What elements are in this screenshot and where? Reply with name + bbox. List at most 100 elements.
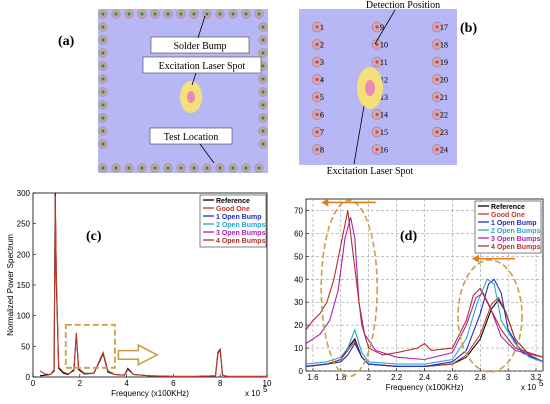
panel-a-letter: (a): [58, 34, 75, 49]
highlight-ellipse-left: [320, 199, 379, 378]
x-exponent: x 10: [245, 389, 261, 398]
solder-bump-box: [150, 36, 250, 54]
pad-label: 22: [440, 111, 448, 120]
legend-entry: 1 Open Bump: [491, 220, 537, 227]
detection-position-label: Detection Position: [366, 0, 440, 11]
legend-entry: Reference: [491, 204, 525, 211]
solder-bump-arrow: [197, 15, 206, 39]
highlight-ellipse-right: [457, 259, 523, 373]
pad-label: 20: [440, 76, 448, 85]
x-tick-label: 1.6: [307, 373, 319, 382]
pad-label: 23: [440, 128, 448, 137]
pad-label: 13: [380, 93, 388, 102]
x-tick-label: 2.4: [419, 373, 431, 382]
x-tick-label: 6: [171, 379, 176, 388]
y-tick-label: 150: [17, 281, 31, 290]
x-tick-label: 2.6: [447, 373, 459, 382]
legend-entry: 3 Open Bumps: [491, 236, 541, 243]
series-line: [306, 278, 543, 367]
y-axis-label: Normalized Power Spectrum: [6, 234, 15, 336]
laser-spot-label-a: Excitation Laser Spot: [159, 61, 246, 72]
legend-entry: 3 Open Bumps: [216, 230, 266, 237]
pad-label: 11: [380, 58, 388, 67]
y-tick-label: 30: [294, 298, 303, 307]
x-exponent: x 10: [521, 383, 537, 392]
pad-label: 18: [440, 41, 448, 50]
pad-label: 19: [440, 58, 448, 67]
pad-label: 24: [440, 146, 448, 155]
legend-entry: 4 Open Bumps: [216, 238, 266, 245]
x-axis-label: Frequency (x100KHz): [111, 389, 189, 398]
series-line: [306, 210, 543, 358]
y-tick-label: 200: [17, 250, 31, 259]
bump-ring-a: [98, 9, 268, 173]
legend-entry: 4 Open Bumps: [491, 244, 541, 251]
pad-label: 3: [320, 58, 324, 67]
legend-entry: Good One: [491, 212, 525, 219]
x-tick-label: 3.2: [530, 373, 542, 382]
pad-label: 5: [320, 93, 324, 102]
legend-entry: Good One: [216, 206, 250, 213]
y-tick-label: 0: [299, 367, 304, 376]
x-exponent-sup: 5: [263, 385, 268, 394]
zoom-arrow: [117, 343, 159, 367]
panel-b-letter: (b): [460, 21, 477, 36]
pad-label: 10: [380, 41, 388, 50]
chart-d: 1.6 1.8 2 2.2 2.4 2.6 2.8 3 3.2 0 10 20 30 40 50 60 70 Fr…: [294, 198, 544, 392]
x-tick-label: 3: [506, 373, 511, 382]
x-tick-label: 2.8: [475, 373, 487, 382]
y-tick-label: 250: [17, 220, 31, 229]
x-axis-label: Frequency (x100KHz): [386, 383, 464, 392]
legend: [199, 194, 267, 248]
panel-d-letter: (d): [400, 229, 417, 244]
laser-spot-label-b: Excitation Laser Spot: [327, 166, 414, 177]
test-location-label: Test Location: [164, 132, 219, 143]
y-tick-label: 20: [294, 321, 303, 330]
series-line: [306, 278, 543, 365]
x-tick-label: 2.2: [391, 373, 403, 382]
x-tick-label: 2: [78, 379, 83, 388]
laser-spot-box-a: [142, 56, 262, 74]
legend-entry: Reference: [216, 198, 250, 205]
y-tick-label: 100: [17, 312, 31, 321]
pad-label: 2: [320, 41, 324, 50]
zoom-box: [64, 323, 116, 369]
panel-c-letter: (c): [86, 229, 102, 244]
pad-label: 4: [320, 76, 324, 85]
y-tick-label: 10: [294, 344, 303, 353]
pad-label: 17: [440, 23, 448, 32]
series-line: [39, 196, 267, 377]
pad-label: 15: [380, 128, 388, 137]
pad-label: 21: [440, 93, 448, 102]
y-tick-label: 300: [17, 189, 31, 198]
x-tick-label: 10: [263, 379, 272, 388]
series-line: [306, 296, 543, 367]
pad-label: 6: [320, 111, 324, 120]
pad-label: 7: [320, 128, 324, 137]
x-tick-label: 8: [218, 379, 223, 388]
legend-entry: 1 Open Bump: [216, 214, 262, 221]
x-exponent-sup: 5: [539, 379, 544, 388]
pad-label: 1: [320, 23, 324, 32]
x-tick-label: 1.8: [335, 373, 347, 382]
legend-entry: 2 Open Bumps: [491, 228, 541, 235]
legend-entry: 2 Open Bumps: [216, 222, 266, 229]
y-tick-label: 0: [26, 373, 31, 382]
pad-label: 12: [380, 76, 388, 85]
pad-label: 9: [380, 23, 384, 32]
y-tick-label: 60: [294, 229, 303, 238]
x-tick-label: 0: [31, 379, 36, 388]
test-location-box: [149, 127, 233, 145]
y-tick-label: 40: [294, 275, 303, 284]
y-tick-label: 70: [294, 206, 303, 215]
y-tick-label: 50: [294, 252, 303, 261]
pad-label: 14: [380, 111, 388, 120]
legend: [474, 200, 542, 254]
pad-label: 8: [320, 146, 324, 155]
x-tick-label: 2: [367, 373, 372, 382]
solder-bump-label: Solder Bump: [173, 41, 226, 52]
pad-label: 16: [380, 146, 388, 155]
